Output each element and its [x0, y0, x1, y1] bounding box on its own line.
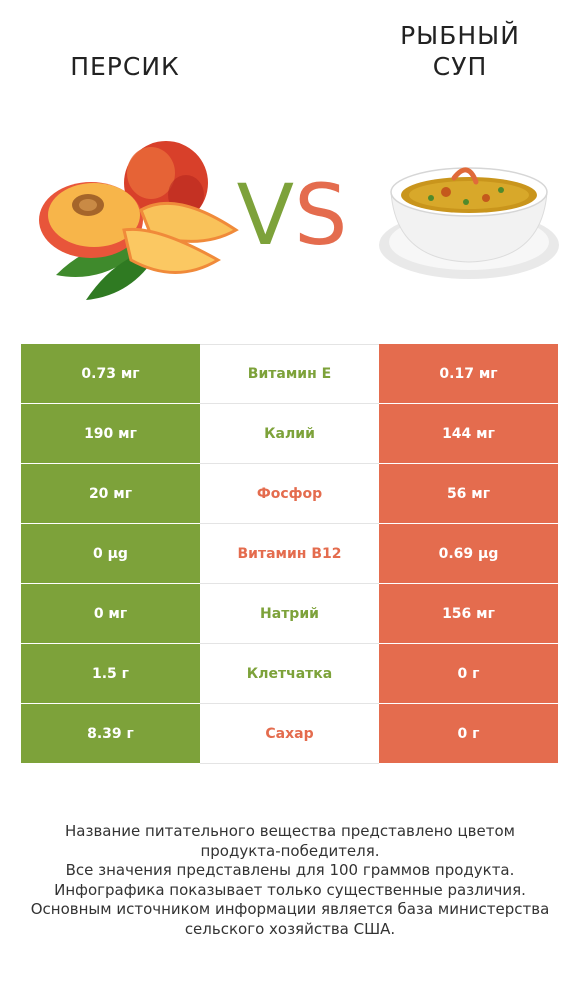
- comparison-table: 0.73 мг Витамин E 0.17 мг 190 мг Калий 144 мг…: [21, 344, 558, 764]
- table-row: 0.73 мг Витамин E 0.17 мг: [21, 344, 558, 404]
- vs-s: S: [294, 166, 348, 264]
- footnote-line: Все значения представлены для 100 граммо…: [65, 861, 515, 879]
- nutrient-name-cell: Натрий: [200, 584, 379, 644]
- right-product-title: РЫБНЫЙ СУП: [360, 20, 560, 82]
- left-value-cell: 190 мг: [21, 404, 200, 464]
- table-row: 190 мг Калий 144 мг: [21, 404, 558, 464]
- right-value-cell: 0 г: [379, 704, 558, 764]
- table-row: 20 мг Фосфор 56 мг: [21, 464, 558, 524]
- vs-v: V: [236, 166, 295, 264]
- nutrient-name-cell: Сахар: [200, 704, 379, 764]
- right-title-line-1: РЫБНЫЙ: [400, 21, 520, 50]
- left-product-title: ПЕРСИК: [70, 52, 180, 81]
- right-value-cell: 156 мг: [379, 584, 558, 644]
- footnote: Название питательного вещества представл…: [20, 822, 560, 939]
- footnote-line: Инфографика показывает только существенн…: [54, 880, 526, 899]
- fish-soup-image: [379, 167, 559, 279]
- nutrient-name-cell: Клетчатка: [200, 644, 379, 704]
- right-value-cell: 0 г: [379, 644, 558, 704]
- right-value-cell: 0.69 µg: [379, 524, 558, 584]
- right-value-cell: 144 мг: [379, 404, 558, 464]
- nutrient-name-cell: Витамин E: [200, 344, 379, 404]
- nutrient-name-cell: Калий: [200, 404, 379, 464]
- table-row: 1.5 г Клетчатка 0 г: [21, 644, 558, 704]
- nutrient-name-cell: Фосфор: [200, 464, 379, 524]
- left-value-cell: 0 мг: [21, 584, 200, 644]
- right-value-cell: 56 мг: [379, 464, 558, 524]
- footnote-line: Основным источником информации является …: [30, 900, 550, 918]
- vs-label: VS: [222, 160, 362, 270]
- right-value-cell: 0.17 мг: [379, 344, 558, 404]
- left-value-cell: 0.73 мг: [21, 344, 200, 404]
- footnote-line: продукта-победителя.: [200, 841, 380, 860]
- table-row: 0 µg Витамин B12 0.69 µg: [21, 524, 558, 584]
- table-row: 0 мг Натрий 156 мг: [21, 584, 558, 644]
- left-value-cell: 0 µg: [21, 524, 200, 584]
- left-value-cell: 20 мг: [21, 464, 200, 524]
- left-value-cell: 1.5 г: [21, 644, 200, 704]
- table-row: 8.39 г Сахар 0 г: [21, 704, 558, 764]
- right-title-line-2: СУП: [432, 52, 488, 81]
- left-value-cell: 8.39 г: [21, 704, 200, 764]
- footnote-line: Название питательного вещества представл…: [65, 822, 515, 840]
- footnote-line: сельского хозяйства США.: [184, 919, 396, 938]
- nutrient-name-cell: Витамин B12: [200, 524, 379, 584]
- peach-image: [39, 141, 239, 300]
